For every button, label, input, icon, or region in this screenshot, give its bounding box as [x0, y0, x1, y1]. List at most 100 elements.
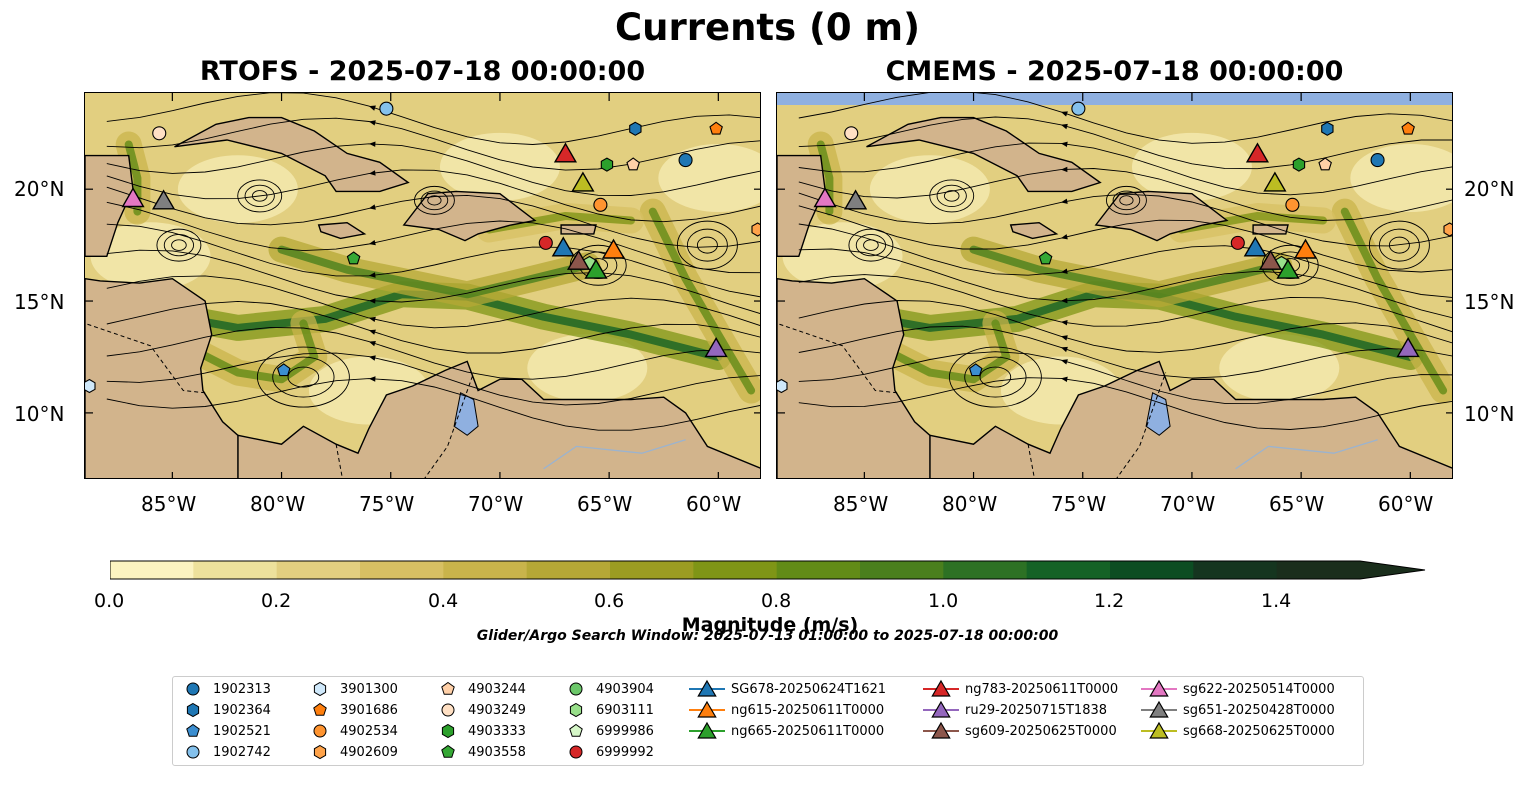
eddy-streamline	[1378, 228, 1420, 262]
eddy-streamline	[979, 366, 1012, 388]
lat-tick-label: 20°N	[1464, 177, 1515, 201]
legend-item: 4903558	[434, 742, 526, 762]
lake-maracaibo	[1145, 392, 1171, 436]
eddy-streamline	[863, 239, 879, 251]
streamline	[106, 326, 760, 380]
eddy-streamline	[948, 346, 1042, 408]
eddy-streamline	[171, 239, 187, 251]
colorbar-segment	[443, 561, 528, 579]
legend-label: 6903111	[596, 702, 654, 718]
legend-label: SG678-20250624T1621	[731, 681, 887, 697]
legend-label: 6999992	[596, 744, 654, 760]
colorbar-tick-label: 0.4	[428, 590, 459, 612]
float-marker	[629, 121, 642, 136]
legend-label: ng783-20250611T0000	[965, 681, 1119, 697]
eddy-streamline	[251, 190, 268, 202]
glider-marker	[551, 236, 575, 257]
eddy-streamline	[237, 179, 283, 213]
legend: 1902313 1902364 1902521 1902742 3901300 39016…	[172, 676, 1364, 766]
glider-marker	[1263, 171, 1287, 192]
legend-item: ng665-20250611T0000	[689, 721, 884, 741]
border-line	[424, 372, 475, 478]
legend-item: sg651-20250428T0000	[1141, 700, 1335, 720]
colorbar-segment	[610, 561, 694, 579]
legend-label: sg668-20250625T0000	[1183, 723, 1335, 739]
float-marker	[152, 126, 167, 141]
border-line	[1027, 444, 1035, 478]
float-marker	[968, 363, 983, 377]
streamline	[106, 186, 760, 248]
legend-item: 6999992	[562, 742, 654, 762]
streamline	[106, 249, 760, 314]
colorbar-tick-label: 0.0	[94, 590, 125, 612]
eddy-streamline	[413, 185, 455, 215]
axis-ticks	[777, 93, 1452, 478]
streamline-arrow	[368, 240, 376, 246]
lon-tick-label: 85°W	[141, 492, 197, 516]
streamline-arrow	[1060, 268, 1068, 274]
legend-item: 4903249	[434, 700, 526, 720]
streamline	[798, 192, 1452, 247]
legend-item: ru29-20250715T1838	[923, 700, 1107, 720]
glider-marker	[601, 238, 626, 259]
streamline-arrow	[368, 204, 376, 210]
colorbar-segment	[776, 561, 861, 579]
streamline-arrow	[368, 105, 376, 111]
legend-label: 3901686	[340, 702, 398, 718]
eddy-streamline	[936, 184, 967, 208]
lon-tick-label: 80°W	[250, 492, 306, 516]
colorbar-segment	[360, 561, 444, 579]
streamlines	[798, 93, 1452, 430]
float-marker	[1285, 197, 1300, 212]
legend-item: ng783-20250611T0000	[923, 679, 1118, 699]
map-panel-rtofs	[84, 92, 761, 479]
lon-tick-label: 65°W	[1269, 492, 1325, 516]
eddy-streamline	[420, 190, 449, 211]
eddy-streamline	[244, 184, 275, 208]
streamline	[798, 377, 1452, 430]
glider-marker	[1243, 236, 1267, 257]
streamline	[798, 93, 1452, 144]
lon-tick-label: 60°W	[1378, 492, 1434, 516]
streamline-arrow	[1060, 234, 1068, 240]
streamline	[106, 169, 760, 223]
streamline-arrow	[1060, 297, 1068, 304]
streamline-arrow	[1060, 198, 1068, 204]
legend-item: 1902521	[179, 721, 271, 741]
land-yucatan	[777, 154, 826, 258]
legend-item: 4902534	[306, 721, 398, 741]
legend-item: 4903904	[562, 679, 654, 699]
lon-tick-label: 85°W	[833, 492, 889, 516]
legend-label: ng665-20250611T0000	[731, 723, 885, 739]
lat-tick-label: 10°N	[1464, 402, 1515, 426]
legend-label: sg622-20250514T0000	[1183, 681, 1335, 697]
legend-item: 4902609	[306, 742, 398, 762]
legend-item: 1902364	[179, 700, 271, 720]
float-marker	[85, 378, 96, 394]
glider-marker	[121, 187, 145, 208]
lon-tick-label: 80°W	[942, 492, 998, 516]
streamline	[798, 325, 1452, 379]
legend-marker	[569, 702, 583, 718]
streamline-arrow	[1060, 346, 1068, 353]
legend-label: 6999986	[596, 723, 654, 739]
eddy-streamline	[943, 190, 960, 202]
float-marker	[844, 126, 859, 141]
legend-label: 4903333	[468, 723, 526, 739]
streamline-arrow	[368, 376, 376, 382]
streamline	[106, 117, 760, 171]
legend-marker	[186, 682, 200, 696]
legend-item: 1902742	[179, 742, 271, 762]
colorbar-tick-label: 1.0	[928, 590, 959, 612]
lon-tick-label: 70°W	[468, 492, 524, 516]
streamline-arrow	[1060, 376, 1068, 382]
streamline	[798, 142, 1452, 196]
streamline	[798, 205, 1452, 273]
float-marker	[276, 363, 291, 377]
legend-label: 3901300	[340, 681, 398, 697]
float-marker	[593, 197, 608, 212]
float-marker	[1443, 222, 1452, 237]
land-central-america	[85, 277, 239, 478]
eddy-streamline	[163, 233, 195, 257]
float-marker	[346, 251, 361, 265]
